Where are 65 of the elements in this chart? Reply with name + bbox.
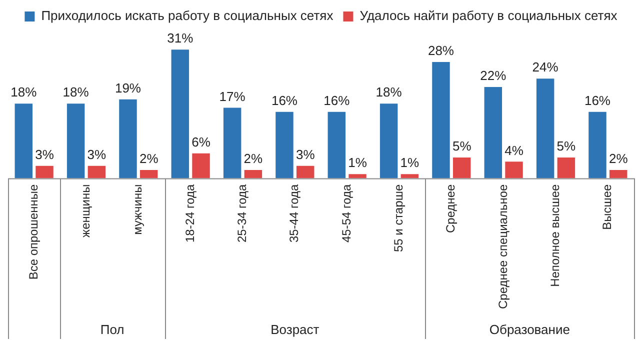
data-label: 18% <box>10 84 38 100</box>
data-label: 6% <box>192 134 211 150</box>
bar <box>14 104 33 178</box>
data-label: 28% <box>428 43 454 58</box>
x-tick-label: Все опрошенные <box>26 184 40 280</box>
data-label: 31% <box>167 30 194 46</box>
bar <box>452 158 471 178</box>
bar <box>171 50 190 178</box>
bar <box>276 112 294 178</box>
data-label: 4% <box>504 142 524 158</box>
legend-label: Приходилось искать работу в социальных сетях <box>41 8 334 24</box>
data-label: 3% <box>35 146 54 162</box>
data-label: 2% <box>139 151 159 166</box>
bar <box>588 112 606 178</box>
text: Возраст <box>270 322 320 338</box>
bar <box>557 158 576 178</box>
bar <box>432 62 450 178</box>
bar <box>400 174 419 178</box>
x-tick-label: 45-54 года <box>339 184 354 243</box>
text: Образование <box>489 322 570 338</box>
data-label: 22% <box>480 68 507 84</box>
text: Пол <box>100 322 124 338</box>
data-label: 2% <box>244 151 264 166</box>
x-tick-label: 18-24 года <box>182 184 197 243</box>
bar <box>192 153 210 178</box>
data-label: 18% <box>62 84 90 100</box>
data-label: 24% <box>532 60 559 75</box>
data-label: 1% <box>348 155 368 170</box>
data-label: 5% <box>556 138 576 154</box>
bar <box>505 162 523 178</box>
x-tick-label: Среднее специальное <box>496 184 510 310</box>
data-label: 19% <box>114 80 142 96</box>
data-label: 5% <box>452 138 472 154</box>
data-label: 3% <box>87 146 107 162</box>
data-label: 16% <box>271 92 298 108</box>
bar <box>36 166 54 178</box>
bar <box>140 170 158 178</box>
x-tick-label: 25-34 года <box>235 184 250 243</box>
x-tick-label: Среднее <box>444 184 458 234</box>
x-tick-label: 35-44 года <box>287 184 302 243</box>
data-label: 1% <box>400 155 420 170</box>
bar <box>484 86 502 178</box>
data-label: 16% <box>324 92 350 108</box>
x-tick-label: 55 и старше <box>392 184 406 252</box>
data-label: 3% <box>296 146 316 162</box>
bar <box>119 99 137 178</box>
x-tick-label: Неполное высшее <box>548 184 562 287</box>
bar <box>536 78 554 178</box>
bar <box>380 104 398 178</box>
x-tick-label: женщины <box>78 184 93 238</box>
data-label: 16% <box>584 92 611 108</box>
data-label: 2% <box>608 151 628 166</box>
data-label: 17% <box>219 88 246 104</box>
data-label: 18% <box>376 84 402 100</box>
x-tick-label: мужчины <box>130 184 145 235</box>
bar <box>348 174 366 178</box>
bar <box>609 170 628 178</box>
x-tick-label: Высшее <box>600 184 614 230</box>
bar <box>66 104 85 178</box>
bar <box>296 166 314 178</box>
bar <box>88 166 106 178</box>
bar <box>223 108 242 178</box>
legend-label: Удалось найти работу в социальных сетях <box>360 8 618 24</box>
bar <box>244 170 262 178</box>
bar <box>328 112 346 178</box>
